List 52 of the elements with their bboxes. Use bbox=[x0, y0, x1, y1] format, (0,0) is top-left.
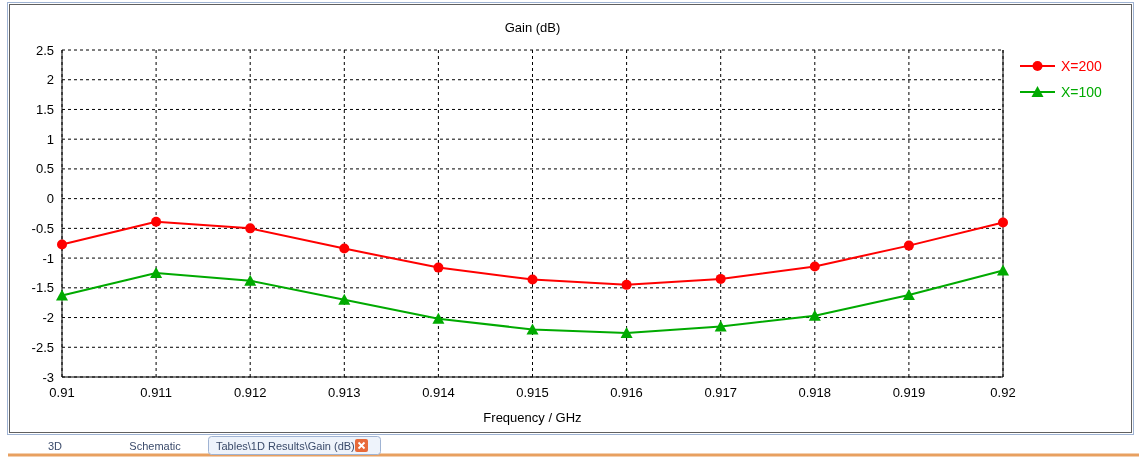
x-tick-label: 0.913 bbox=[328, 385, 361, 400]
x-axis-title: Frequency / GHz bbox=[483, 410, 582, 425]
x-tick-label: 0.915 bbox=[516, 385, 549, 400]
y-tick-label: 2.5 bbox=[35, 42, 54, 58]
text: Tables\1D Results\Gain (dB) bbox=[216, 440, 355, 452]
x-tick-label: 0.919 bbox=[892, 385, 926, 400]
point bbox=[902, 288, 915, 300]
y-tick-label: -1.5 bbox=[31, 280, 54, 296]
point bbox=[526, 323, 539, 335]
y-tick-label: 1.5 bbox=[35, 101, 54, 117]
legend-label: X=200 bbox=[1061, 58, 1103, 74]
point bbox=[151, 216, 162, 227]
x-tick-label: 0.912 bbox=[233, 385, 267, 400]
y-tick-label: 0 bbox=[46, 191, 54, 207]
point bbox=[338, 293, 351, 305]
point bbox=[244, 274, 257, 286]
point bbox=[903, 240, 914, 251]
y-tick-label: -3 bbox=[42, 369, 54, 385]
chart-title: Gain (dB) bbox=[504, 20, 561, 35]
y-tick-label: 0.5 bbox=[35, 161, 54, 177]
point bbox=[621, 279, 632, 290]
x-tick-label: 0.91 bbox=[49, 385, 75, 400]
y-tick-label: -0.5 bbox=[31, 220, 54, 236]
point bbox=[527, 274, 538, 285]
x-tick-label: 0.914 bbox=[422, 385, 455, 400]
x-tick-label: 0.918 bbox=[798, 385, 832, 400]
y-tick-label: -2.5 bbox=[31, 339, 54, 355]
x-tick-label: 0.92 bbox=[990, 385, 1016, 400]
legend-label: X=100 bbox=[1061, 84, 1103, 100]
y-tick-label: 2 bbox=[46, 72, 54, 88]
text: 3D bbox=[47, 440, 63, 452]
point bbox=[715, 273, 726, 284]
x-tick-label: 0.917 bbox=[704, 385, 737, 400]
y-tick-label: 1 bbox=[46, 131, 54, 147]
point bbox=[56, 289, 68, 301]
point bbox=[997, 264, 1009, 276]
point bbox=[620, 327, 633, 338]
point bbox=[809, 261, 820, 272]
point bbox=[714, 320, 727, 332]
text: Schematic bbox=[129, 440, 182, 452]
point bbox=[433, 262, 444, 273]
point bbox=[432, 312, 445, 324]
point bbox=[998, 217, 1008, 228]
point bbox=[808, 309, 821, 321]
point bbox=[245, 223, 256, 234]
x-tick-label: 0.916 bbox=[610, 385, 643, 400]
point bbox=[150, 266, 163, 278]
y-tick-label: -1 bbox=[42, 250, 54, 266]
point bbox=[339, 243, 350, 254]
point bbox=[57, 239, 67, 250]
y-tick-label: -2 bbox=[42, 310, 54, 326]
x-tick-label: 0.911 bbox=[140, 385, 172, 400]
